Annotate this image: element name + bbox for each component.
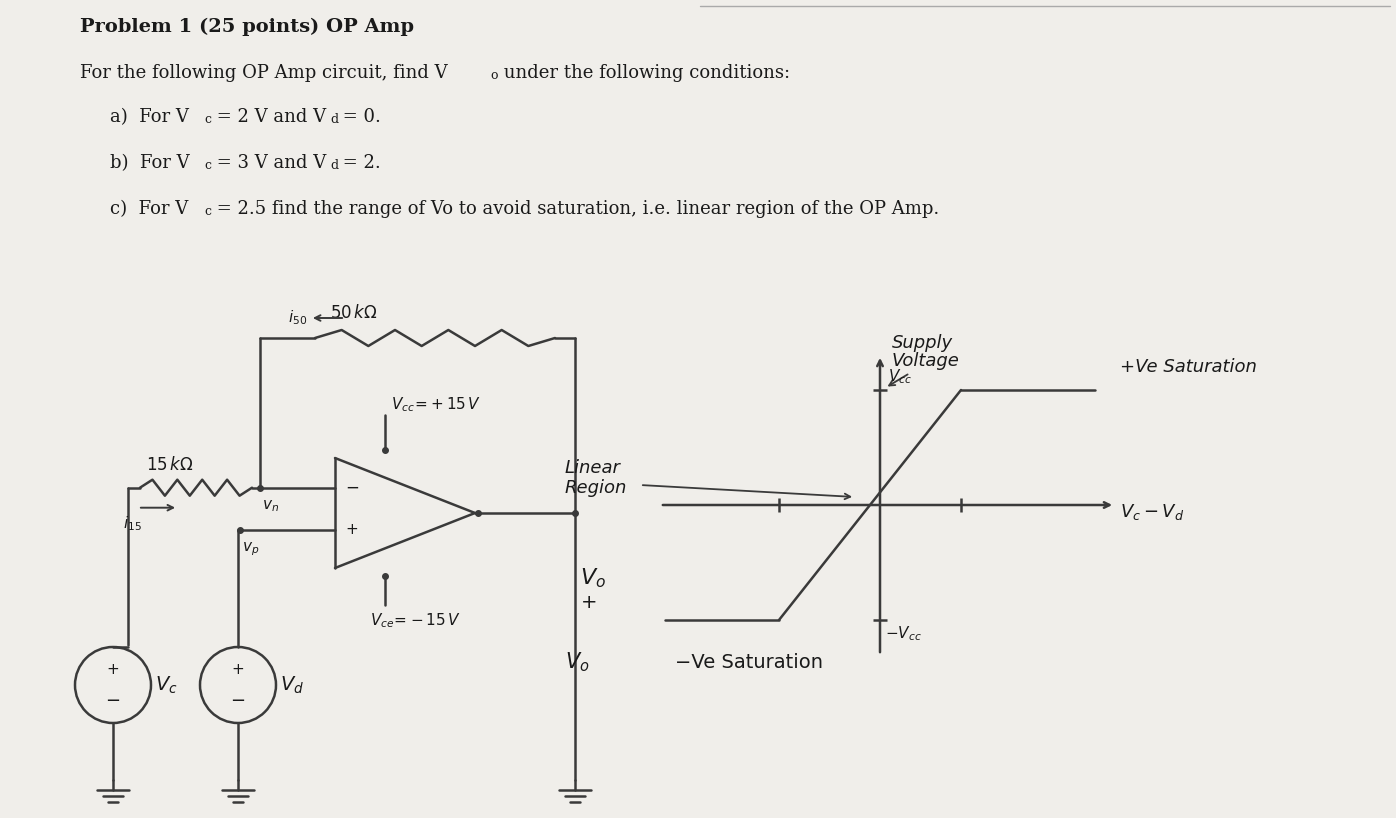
Text: $V_{cc}$: $V_{cc}$ — [888, 367, 912, 386]
Text: $V_c$: $V_c$ — [155, 674, 177, 695]
Text: $-V_{cc}$: $-V_{cc}$ — [885, 624, 921, 643]
Text: +Ve Saturation: +Ve Saturation — [1120, 358, 1256, 376]
Text: +: + — [232, 662, 244, 676]
Text: For the following OP Amp circuit, find V: For the following OP Amp circuit, find V — [80, 64, 448, 82]
Text: −Ve Saturation: −Ve Saturation — [676, 653, 824, 672]
Text: o: o — [490, 69, 497, 82]
Text: c: c — [204, 113, 211, 126]
Text: c: c — [204, 159, 211, 172]
Text: +: + — [345, 522, 357, 537]
Text: $v_p$: $v_p$ — [242, 541, 260, 558]
Text: Voltage: Voltage — [892, 352, 960, 370]
Text: $V_o$: $V_o$ — [565, 650, 589, 673]
Text: +: + — [581, 594, 597, 613]
Text: Region: Region — [565, 479, 627, 497]
Text: = 2.: = 2. — [336, 154, 381, 172]
Text: $V_c - V_d$: $V_c - V_d$ — [1120, 502, 1184, 522]
Text: $V_{ce}\!=\!-15\,V$: $V_{ce}\!=\!-15\,V$ — [370, 611, 461, 630]
Text: c)  For V: c) For V — [110, 200, 188, 218]
Text: $i_{15}$: $i_{15}$ — [123, 515, 142, 533]
Text: under the following conditions:: under the following conditions: — [498, 64, 790, 82]
Text: a)  For V: a) For V — [110, 108, 188, 126]
Text: = 2 V and V: = 2 V and V — [211, 108, 327, 126]
Text: $v_n$: $v_n$ — [262, 499, 279, 515]
Text: = 2.5 find the range of Vo to avoid saturation, i.e. linear region of the OP Amp: = 2.5 find the range of Vo to avoid satu… — [211, 200, 940, 218]
Text: $i_{50}$: $i_{50}$ — [288, 308, 307, 327]
Text: $V_o$: $V_o$ — [579, 566, 606, 590]
Text: −: − — [230, 692, 246, 710]
Text: c: c — [204, 205, 211, 218]
Text: d: d — [329, 159, 338, 172]
Text: $50\,k\Omega$: $50\,k\Omega$ — [329, 304, 377, 322]
Text: $V_d$: $V_d$ — [281, 674, 304, 695]
Text: Supply: Supply — [892, 334, 953, 352]
Text: +: + — [106, 662, 120, 676]
Text: −: − — [345, 479, 359, 497]
Text: d: d — [329, 113, 338, 126]
Text: Linear: Linear — [565, 459, 621, 477]
Text: Problem 1 (25 points) OP Amp: Problem 1 (25 points) OP Amp — [80, 18, 415, 36]
Text: −: − — [106, 692, 120, 710]
Text: b)  For V: b) For V — [110, 154, 190, 172]
Text: $15\,k\Omega$: $15\,k\Omega$ — [147, 456, 194, 474]
Text: = 0.: = 0. — [336, 108, 381, 126]
Text: $V_{cc}\!=\!+15\,V$: $V_{cc}\!=\!+15\,V$ — [391, 395, 482, 414]
Text: = 3 V and V: = 3 V and V — [211, 154, 327, 172]
